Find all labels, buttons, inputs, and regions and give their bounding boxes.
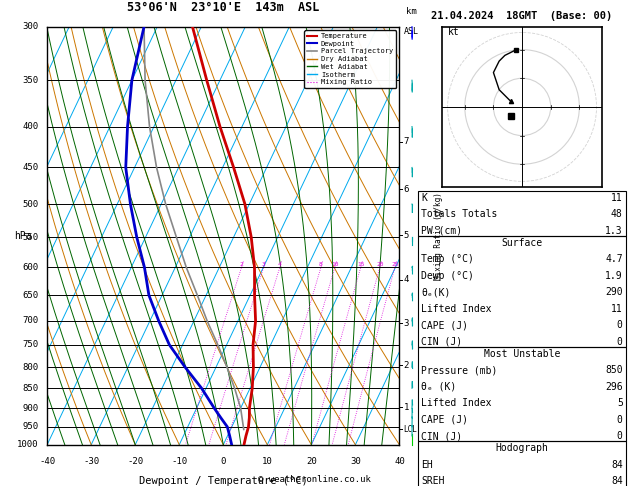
- Text: CIN (J): CIN (J): [421, 337, 462, 347]
- Text: SREH: SREH: [421, 476, 445, 486]
- Text: EH: EH: [421, 460, 433, 470]
- Text: 25: 25: [391, 262, 399, 267]
- Legend: Temperature, Dewpoint, Parcel Trajectory, Dry Adiabat, Wet Adiabat, Isotherm, Mi: Temperature, Dewpoint, Parcel Trajectory…: [304, 30, 396, 88]
- Text: 950: 950: [22, 422, 38, 432]
- Text: -30: -30: [83, 457, 99, 466]
- Text: CIN (J): CIN (J): [421, 432, 462, 441]
- Text: 750: 750: [22, 340, 38, 349]
- Text: θₑ (K): θₑ (K): [421, 382, 457, 392]
- Text: 1.9: 1.9: [605, 271, 623, 281]
- Text: 20: 20: [306, 457, 317, 466]
- Text: 21.04.2024  18GMT  (Base: 00): 21.04.2024 18GMT (Base: 00): [431, 11, 613, 21]
- Text: hPa: hPa: [14, 231, 31, 241]
- Text: 4.7: 4.7: [605, 254, 623, 264]
- Text: K: K: [421, 193, 427, 203]
- Text: 15: 15: [357, 262, 364, 267]
- Text: 3: 3: [404, 319, 409, 328]
- Text: Dewp (°C): Dewp (°C): [421, 271, 474, 281]
- Text: 10: 10: [331, 262, 338, 267]
- Text: 296: 296: [605, 382, 623, 392]
- Text: 5: 5: [404, 231, 409, 240]
- Text: 350: 350: [22, 76, 38, 85]
- Text: 11: 11: [611, 193, 623, 203]
- Text: © weatheronline.co.uk: © weatheronline.co.uk: [258, 474, 371, 484]
- Text: 2: 2: [240, 262, 243, 267]
- Text: 6: 6: [404, 185, 409, 193]
- Text: 53°06'N  23°10'E  143m  ASL: 53°06'N 23°10'E 143m ASL: [127, 1, 320, 14]
- Text: 850: 850: [22, 384, 38, 393]
- Text: -20: -20: [127, 457, 143, 466]
- Text: CAPE (J): CAPE (J): [421, 320, 469, 330]
- Text: 0: 0: [617, 415, 623, 425]
- Text: 4: 4: [404, 276, 409, 284]
- Text: 400: 400: [22, 122, 38, 131]
- Text: Mixing Ratio (g/kg): Mixing Ratio (g/kg): [433, 192, 443, 279]
- Text: 7: 7: [404, 138, 409, 146]
- Text: 84: 84: [611, 476, 623, 486]
- Text: 600: 600: [22, 263, 38, 272]
- Text: 700: 700: [22, 316, 38, 325]
- Text: Most Unstable: Most Unstable: [484, 349, 560, 359]
- Text: 1000: 1000: [17, 440, 38, 449]
- Text: 900: 900: [22, 403, 38, 413]
- Text: 0: 0: [617, 432, 623, 441]
- Text: km: km: [406, 7, 417, 17]
- Text: 2: 2: [404, 361, 409, 369]
- Text: 0: 0: [617, 320, 623, 330]
- Text: 11: 11: [611, 304, 623, 314]
- Text: 290: 290: [605, 287, 623, 297]
- Text: Hodograph: Hodograph: [496, 443, 548, 453]
- Text: 850: 850: [605, 365, 623, 375]
- Text: 0: 0: [221, 457, 226, 466]
- Text: 1.3: 1.3: [605, 226, 623, 236]
- Text: 1: 1: [404, 403, 409, 412]
- Text: 84: 84: [611, 460, 623, 470]
- Text: 40: 40: [394, 457, 405, 466]
- Text: 500: 500: [22, 200, 38, 208]
- Text: 30: 30: [350, 457, 361, 466]
- Text: 0: 0: [617, 337, 623, 347]
- Text: CAPE (J): CAPE (J): [421, 415, 469, 425]
- Text: 10: 10: [262, 457, 273, 466]
- Text: Pressure (mb): Pressure (mb): [421, 365, 498, 375]
- Text: kt: kt: [448, 27, 459, 37]
- Text: Surface: Surface: [501, 238, 543, 248]
- Text: 5: 5: [617, 399, 623, 408]
- Text: ASL: ASL: [404, 27, 420, 36]
- Text: Temp (°C): Temp (°C): [421, 254, 474, 264]
- Text: 3: 3: [262, 262, 265, 267]
- Text: -40: -40: [39, 457, 55, 466]
- Text: 300: 300: [22, 22, 38, 31]
- Text: PW (cm): PW (cm): [421, 226, 462, 236]
- Text: Lifted Index: Lifted Index: [421, 304, 492, 314]
- Text: Dewpoint / Temperature (°C): Dewpoint / Temperature (°C): [139, 476, 308, 486]
- Text: 48: 48: [611, 209, 623, 220]
- Text: 8: 8: [319, 262, 323, 267]
- Text: 450: 450: [22, 163, 38, 172]
- Text: 650: 650: [22, 291, 38, 300]
- Text: LCL: LCL: [404, 425, 418, 434]
- Text: Lifted Index: Lifted Index: [421, 399, 492, 408]
- Text: Totals Totals: Totals Totals: [421, 209, 498, 220]
- Text: 20: 20: [376, 262, 384, 267]
- Text: θₑ(K): θₑ(K): [421, 287, 451, 297]
- Text: 800: 800: [22, 363, 38, 372]
- Text: -10: -10: [171, 457, 187, 466]
- Text: 4: 4: [278, 262, 282, 267]
- Text: 550: 550: [22, 233, 38, 242]
